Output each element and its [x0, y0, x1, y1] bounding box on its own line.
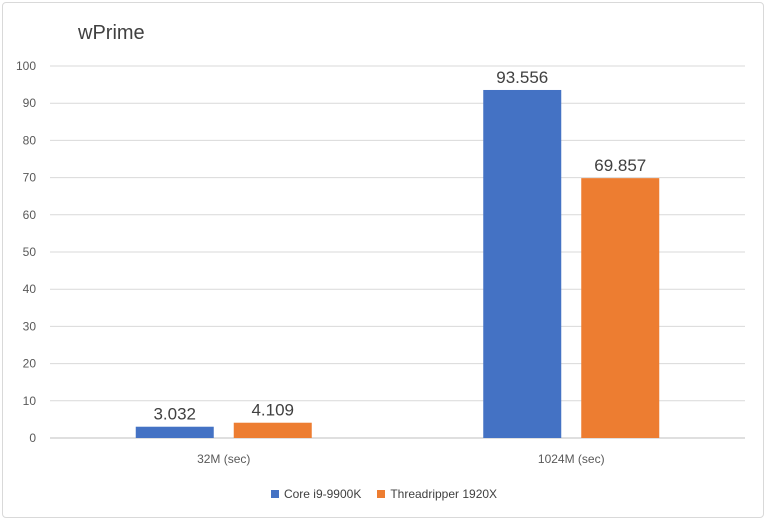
y-tick-label: 90 — [23, 96, 37, 110]
data-label: 3.032 — [153, 405, 196, 424]
data-label: 4.109 — [251, 401, 294, 420]
bar — [483, 89, 562, 438]
y-tick-label: 100 — [16, 59, 36, 73]
legend-item-threadripper: Threadripper 1920X — [377, 487, 497, 501]
legend-swatch-core-i9 — [270, 490, 279, 498]
x-tick-label: 32M (sec) — [197, 452, 250, 466]
legend: Core i9-9900K Threadripper 1920X — [0, 484, 768, 504]
legend-item-core-i9: Core i9-9900K — [270, 487, 362, 501]
chart-title: wPrime — [78, 22, 145, 44]
y-tick-label: 80 — [23, 133, 37, 147]
bar — [233, 422, 312, 438]
y-tick-label: 30 — [23, 319, 37, 333]
y-tick-label: 50 — [23, 245, 37, 259]
y-tick-label: 70 — [23, 171, 37, 185]
legend-label-core-i9: Core i9-9900K — [283, 487, 362, 501]
y-tick-label: 20 — [23, 357, 37, 371]
legend-swatch-threadripper — [377, 490, 386, 498]
data-label: 69.857 — [594, 156, 646, 175]
x-tick-label: 1024M (sec) — [538, 452, 605, 466]
data-label: 93.556 — [496, 68, 548, 87]
bar — [581, 178, 660, 438]
y-tick-label: 10 — [23, 394, 37, 408]
bar — [135, 426, 214, 438]
legend-label-threadripper: Threadripper 1920X — [390, 487, 498, 501]
y-tick-label: 40 — [23, 282, 37, 296]
y-tick-label: 60 — [23, 208, 37, 222]
y-tick-label: 0 — [29, 431, 36, 445]
